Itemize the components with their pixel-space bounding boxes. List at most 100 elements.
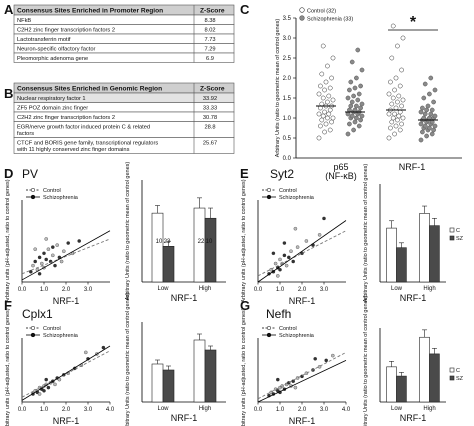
data-point — [62, 249, 66, 253]
data-point — [318, 83, 323, 89]
data-point — [431, 99, 436, 105]
legend-swatch-sz — [449, 375, 455, 381]
y-axis-label: Arbitrary units (pH-adjusted, ratio to c… — [5, 179, 11, 302]
data-point — [57, 377, 62, 382]
data-point — [278, 257, 282, 262]
y-tick-label: 0.0 — [283, 156, 292, 162]
legend-swatch-sz — [449, 235, 455, 241]
bar — [162, 369, 175, 403]
data-point — [395, 99, 400, 105]
x-tick-label: 3.0 — [84, 407, 93, 413]
bar — [193, 339, 206, 403]
x-axis-label: NRF-1 — [53, 416, 80, 426]
data-point — [330, 55, 336, 61]
data-point — [276, 377, 280, 382]
y-tick-label: 0.5 — [283, 136, 292, 142]
data-point — [359, 113, 365, 119]
x-tick-label: 1.0 — [40, 407, 49, 413]
data-point — [424, 133, 429, 139]
data-point — [349, 113, 355, 119]
y-tick-label: 3.5 — [283, 16, 292, 22]
table-cell: C2H2 zinc finger transcription factors 2 — [17, 28, 115, 34]
table-cell: Pleomorphic adenoma gene — [17, 56, 88, 62]
data-point — [359, 67, 365, 73]
table-row — [13, 14, 235, 25]
bar — [162, 246, 175, 283]
panel-label-d: D — [4, 166, 13, 181]
data-point — [304, 239, 309, 243]
data-point — [330, 115, 336, 121]
data-point — [325, 115, 330, 121]
legend-label: C — [456, 228, 460, 234]
regression-line — [257, 360, 347, 403]
x-category-label: Low — [157, 406, 169, 412]
table-cell: factors — [17, 131, 34, 137]
data-point — [291, 259, 295, 264]
data-point — [55, 243, 59, 247]
x-group-label: (NF-κB) — [325, 171, 357, 181]
legend-marker-control — [30, 325, 36, 331]
data-point — [42, 389, 46, 393]
y-axis-label: Arbitrary Units (ratio to geometric mean… — [125, 162, 131, 301]
data-point — [358, 117, 363, 123]
legend-label: Schizophrenia — [43, 195, 79, 201]
table-cell: 7.73 — [204, 37, 215, 43]
data-point — [327, 85, 333, 91]
legend-label: C — [456, 368, 460, 374]
y-axis-label: Arbitrary units (pH-adjusted, ratio to c… — [241, 179, 247, 302]
data-point — [422, 81, 428, 87]
data-point — [322, 109, 327, 115]
legend-label: SZ — [456, 376, 464, 382]
table-cell: CTCF and BORIS gene family, transcriptio… — [17, 141, 158, 147]
table-cell: with 11 highly conserved zinc finger dom… — [16, 147, 130, 153]
data-point — [282, 253, 287, 258]
data-point — [317, 233, 322, 237]
data-point — [351, 93, 356, 99]
bar — [396, 375, 407, 403]
data-point — [424, 107, 429, 113]
legend-label: Control — [43, 326, 61, 332]
data-point — [349, 59, 355, 65]
data-point — [37, 392, 42, 396]
data-point — [29, 269, 33, 274]
significance-marker: * — [410, 14, 417, 31]
data-point — [37, 255, 42, 260]
y-tick-label: 1.5 — [283, 96, 292, 102]
data-point — [326, 111, 332, 117]
data-point — [348, 79, 354, 85]
gene-title: Cplx1 — [22, 307, 53, 321]
x-tick-label: 2.0 — [62, 287, 71, 293]
x-category-label: High — [199, 286, 211, 292]
data-point — [320, 43, 326, 49]
bar — [396, 247, 407, 283]
table-cell: Lactotransferrin motif — [17, 37, 71, 43]
data-point — [393, 75, 399, 81]
data-point — [431, 127, 436, 133]
data-point — [327, 107, 333, 113]
data-point — [354, 75, 359, 81]
legend-label: Control — [279, 326, 297, 332]
data-point — [84, 350, 88, 355]
data-point — [295, 245, 300, 249]
legend-marker-schizophrenia — [266, 332, 272, 338]
legend-swatch-c — [449, 227, 455, 233]
data-point — [390, 95, 396, 101]
panel-label-g: G — [240, 298, 250, 313]
y-axis-label: Arbitrary Units (ratio to geometric mean… — [125, 293, 131, 426]
legend-marker-schizophrenia — [30, 332, 36, 338]
data-point — [347, 121, 352, 127]
regression-line — [21, 238, 111, 275]
data-point — [320, 95, 326, 101]
table-header-cell: Z-Score — [200, 8, 225, 15]
data-point — [358, 105, 363, 111]
data-point — [393, 123, 399, 129]
data-point — [418, 137, 424, 143]
data-point — [386, 135, 392, 141]
data-point — [287, 255, 291, 260]
data-point — [323, 121, 329, 127]
data-point — [429, 131, 435, 137]
gene-title: Nefh — [266, 307, 291, 321]
x-tick-label: 2.0 — [62, 407, 71, 413]
data-point — [304, 371, 309, 375]
